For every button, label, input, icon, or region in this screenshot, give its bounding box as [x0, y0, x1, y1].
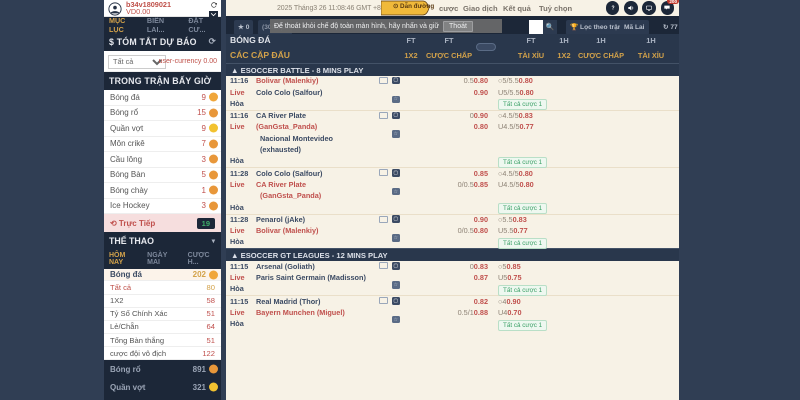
svg-text:?: ? [611, 6, 614, 12]
